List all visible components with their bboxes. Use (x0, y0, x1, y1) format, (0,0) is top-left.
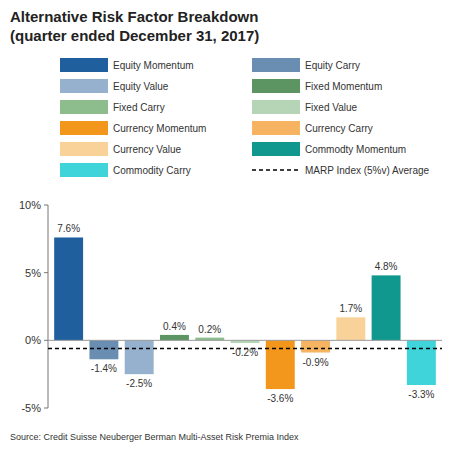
data-label: -3.3% (408, 389, 434, 400)
legend-label: Equity Carry (305, 60, 360, 71)
legend-label: Fixed Carry (113, 102, 165, 113)
legend-swatch (252, 100, 300, 114)
y-tick (44, 272, 48, 273)
bar (266, 340, 295, 389)
y-tick-label: 10% (19, 199, 41, 211)
y-tick-label: 0% (25, 334, 41, 346)
y-axis (48, 205, 49, 408)
data-label: -0.9% (302, 357, 328, 368)
legend-swatch (60, 58, 108, 72)
chart: Alternative Risk Factor Breakdown (quarte… (0, 0, 450, 450)
y-tick-label: 5% (25, 267, 41, 279)
legend-label: Commodty Momentum (305, 144, 406, 155)
bar (54, 237, 83, 340)
marks (48, 237, 442, 389)
source: Source: Credit Suisse Neuberger Berman M… (10, 432, 299, 442)
legend-label: MARP Index (5%v) Average (305, 165, 430, 176)
y-tick-label: -5% (21, 402, 41, 414)
data-label: 0.2% (198, 324, 221, 335)
y-tick (44, 205, 48, 206)
bar (125, 340, 154, 374)
bar (372, 275, 401, 340)
legend: Equity Momentum Equity Carry Equity Value F… (60, 58, 430, 177)
data-label: 4.8% (375, 261, 398, 272)
title: Alternative Risk Factor Breakdown (10, 8, 258, 25)
data-labels: 7.6% -1.4% -2.5% 0.4% 0.2% -0.2% -3.6% -0.9% 1.7… (57, 223, 434, 404)
data-label: 0.4% (163, 321, 186, 332)
legend-swatch (252, 58, 300, 72)
legend-label: Equity Value (113, 81, 169, 92)
legend-label: Fixed Value (305, 102, 358, 113)
y-tick (44, 340, 48, 341)
legend-label: Currency Momentum (113, 123, 206, 134)
bar (160, 335, 189, 340)
legend-swatch (60, 163, 108, 177)
legend-label: Equity Momentum (113, 60, 194, 71)
legend-swatch (252, 142, 300, 156)
legend-swatch (60, 121, 108, 135)
data-label: -3.6% (267, 393, 293, 404)
legend-swatch (60, 79, 108, 93)
baseline (48, 340, 442, 341)
legend-swatch (60, 100, 108, 114)
data-label: -2.5% (126, 378, 152, 389)
bar (407, 340, 436, 385)
data-label: -1.4% (91, 363, 117, 374)
legend-label: Fixed Momentum (305, 81, 382, 92)
bar (336, 317, 365, 340)
data-label: -0.2% (232, 347, 258, 358)
y-tick (44, 408, 48, 409)
legend-swatch (252, 121, 300, 135)
legend-swatch (60, 142, 108, 156)
data-label: 7.6% (57, 223, 80, 234)
bar (301, 340, 330, 352)
data-label: 1.7% (339, 303, 362, 314)
legend-label: Currency Carry (305, 123, 373, 134)
subtitle: (quarter ended December 31, 2017) (10, 27, 259, 44)
legend-swatch (252, 169, 300, 171)
legend-swatch (252, 79, 300, 93)
legend-label: Commodity Carry (113, 165, 191, 176)
bar (89, 340, 118, 359)
legend-label: Currency Value (113, 144, 182, 155)
